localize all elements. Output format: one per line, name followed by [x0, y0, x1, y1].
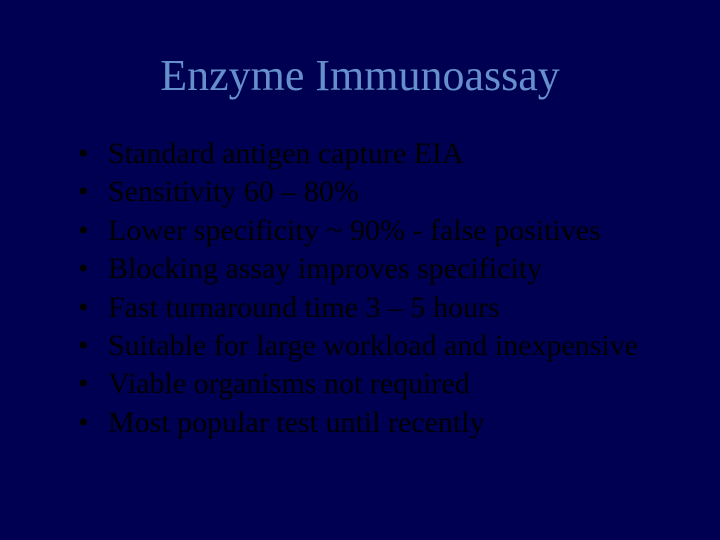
list-item: Standard antigen capture EIA [78, 135, 680, 173]
list-item: Most popular test until recently [78, 404, 680, 442]
list-item: Lower specificity ~ 90% - false positive… [78, 212, 680, 250]
list-item: Fast turnaround time 3 – 5 hours [78, 289, 680, 327]
slide: Enzyme Immunoassay Standard antigen capt… [0, 0, 720, 540]
list-item: Sensitivity 60 – 80% [78, 173, 680, 211]
slide-title: Enzyme Immunoassay [40, 50, 680, 101]
list-item: Viable organisms not required [78, 365, 680, 403]
bullet-list: Standard antigen capture EIA Sensitivity… [40, 135, 680, 442]
list-item: Blocking assay improves specificity [78, 250, 680, 288]
list-item: Suitable for large workload and inexpens… [78, 327, 680, 365]
